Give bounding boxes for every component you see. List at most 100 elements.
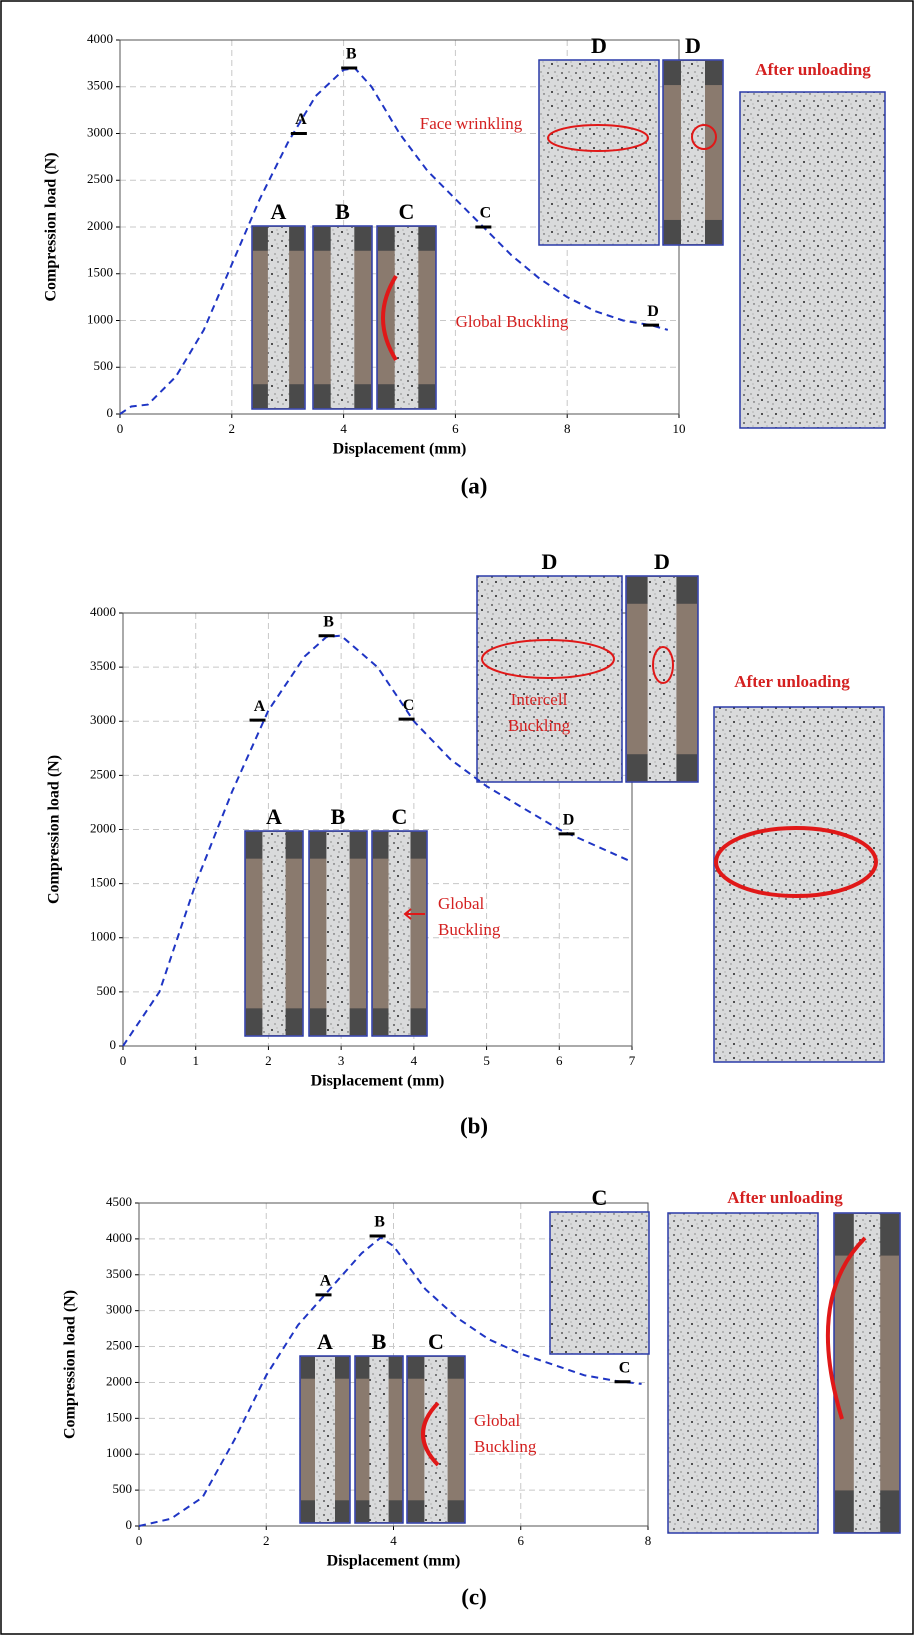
photo-frame <box>549 1211 650 1355</box>
red-highlight <box>403 908 425 920</box>
y-tick-label: 1000 <box>87 311 113 326</box>
x-tick-label: 2 <box>263 1533 270 1548</box>
y-tick-label: 0 <box>107 405 114 420</box>
photo-frame <box>739 91 886 429</box>
point-label: C <box>480 205 492 222</box>
after-unloading-label: After unloading <box>755 60 871 79</box>
x-tick-label: 5 <box>483 1053 490 1068</box>
panel-label: (a) <box>461 473 488 498</box>
y-tick-label: 1000 <box>106 1445 132 1460</box>
annotation: Global Buckling <box>456 312 569 331</box>
y-tick-label: 4000 <box>106 1230 132 1245</box>
y-tick-label: 2000 <box>87 218 113 233</box>
red-highlight <box>825 1236 867 1420</box>
y-tick-label: 3500 <box>106 1266 132 1281</box>
x-tick-label: 2 <box>265 1053 272 1068</box>
photo-specimen <box>388 832 411 1035</box>
y-tick-label: 1500 <box>87 265 113 280</box>
inset-label: C <box>399 199 415 224</box>
load-curve <box>122 634 633 1047</box>
inset-label: D <box>685 33 701 58</box>
red-highlight <box>381 274 398 362</box>
inset-label: C <box>392 804 408 829</box>
after-unloading-label: After unloading <box>727 1188 843 1207</box>
inset-label: A <box>317 1329 333 1354</box>
red-highlight <box>652 646 674 684</box>
y-tick-label: 3000 <box>106 1302 132 1317</box>
photo-frame <box>538 59 660 246</box>
y-tick-label: 0 <box>110 1037 117 1052</box>
inset-label: D <box>542 549 558 574</box>
annotation: Buckling <box>508 716 571 735</box>
inset-label: D <box>591 33 607 58</box>
inset-label: A <box>271 199 287 224</box>
y-axis-title: Compression load (N) <box>43 152 60 301</box>
photo-specimen <box>369 1357 389 1522</box>
after-unloading-label: After unloading <box>734 672 850 691</box>
annotation: Global <box>438 894 485 913</box>
y-tick-label: 4000 <box>90 604 116 619</box>
y-tick-label: 4500 <box>106 1194 132 1209</box>
point-label: A <box>295 111 307 128</box>
red-highlight <box>547 124 649 152</box>
inset-label: B <box>372 1329 387 1354</box>
annotation: Face wrinkling <box>420 114 523 133</box>
red-highlight <box>481 639 615 679</box>
red-highlight <box>691 124 717 150</box>
point-label: D <box>563 812 575 829</box>
x-axis-title: Displacement (mm) <box>327 1553 461 1570</box>
x-tick-label: 0 <box>136 1533 143 1548</box>
x-axis-title: Displacement (mm) <box>333 441 467 458</box>
x-tick-label: 4 <box>340 421 347 436</box>
x-tick-label: 8 <box>564 421 571 436</box>
y-tick-label: 1500 <box>90 875 116 890</box>
y-tick-label: 1500 <box>106 1409 132 1424</box>
y-tick-label: 4000 <box>87 31 113 46</box>
y-tick-label: 3500 <box>90 658 116 673</box>
y-tick-label: 3500 <box>87 78 113 93</box>
x-tick-label: 4 <box>411 1053 418 1068</box>
y-tick-label: 500 <box>97 983 117 998</box>
annotation: Intercell <box>511 690 568 709</box>
inset-label: A <box>266 804 282 829</box>
inset-label: C <box>592 1185 608 1210</box>
point-label: C <box>619 1359 631 1376</box>
inset-label: B <box>335 199 350 224</box>
red-highlight <box>421 1401 440 1467</box>
annotation: Buckling <box>474 1437 537 1456</box>
y-tick-label: 500 <box>113 1481 133 1496</box>
x-tick-label: 10 <box>673 421 686 436</box>
photo-specimen <box>262 832 286 1035</box>
inset-label: B <box>331 804 346 829</box>
point-label: A <box>320 1273 332 1290</box>
photo-specimen <box>647 577 677 781</box>
annotation: Global <box>474 1411 521 1430</box>
x-tick-label: 3 <box>338 1053 345 1068</box>
y-tick-label: 0 <box>126 1517 133 1532</box>
photo-specimen <box>424 1357 448 1522</box>
annotation: Buckling <box>438 920 501 939</box>
x-tick-label: 6 <box>518 1533 525 1548</box>
y-tick-label: 500 <box>94 358 114 373</box>
point-label: A <box>254 698 266 715</box>
y-tick-label: 2000 <box>106 1373 132 1388</box>
inset-label: C <box>428 1329 444 1354</box>
y-tick-label: 2500 <box>87 171 113 186</box>
point-label: B <box>374 1214 385 1231</box>
photo-specimen <box>853 1214 881 1532</box>
point-label: B <box>346 46 357 63</box>
point-label: B <box>323 613 334 630</box>
point-label: C <box>403 697 415 714</box>
point-label: D <box>647 303 659 320</box>
inset-label: D <box>654 549 670 574</box>
x-tick-label: 6 <box>452 421 459 436</box>
panel-label: (c) <box>461 1584 487 1609</box>
x-tick-label: 0 <box>117 421 124 436</box>
x-tick-label: 8 <box>645 1533 652 1548</box>
load-curve <box>119 67 669 415</box>
y-axis-title: Compression load (N) <box>46 755 63 904</box>
photo-frame <box>667 1212 819 1534</box>
red-highlight <box>714 826 878 898</box>
load-curve <box>138 1236 642 1527</box>
